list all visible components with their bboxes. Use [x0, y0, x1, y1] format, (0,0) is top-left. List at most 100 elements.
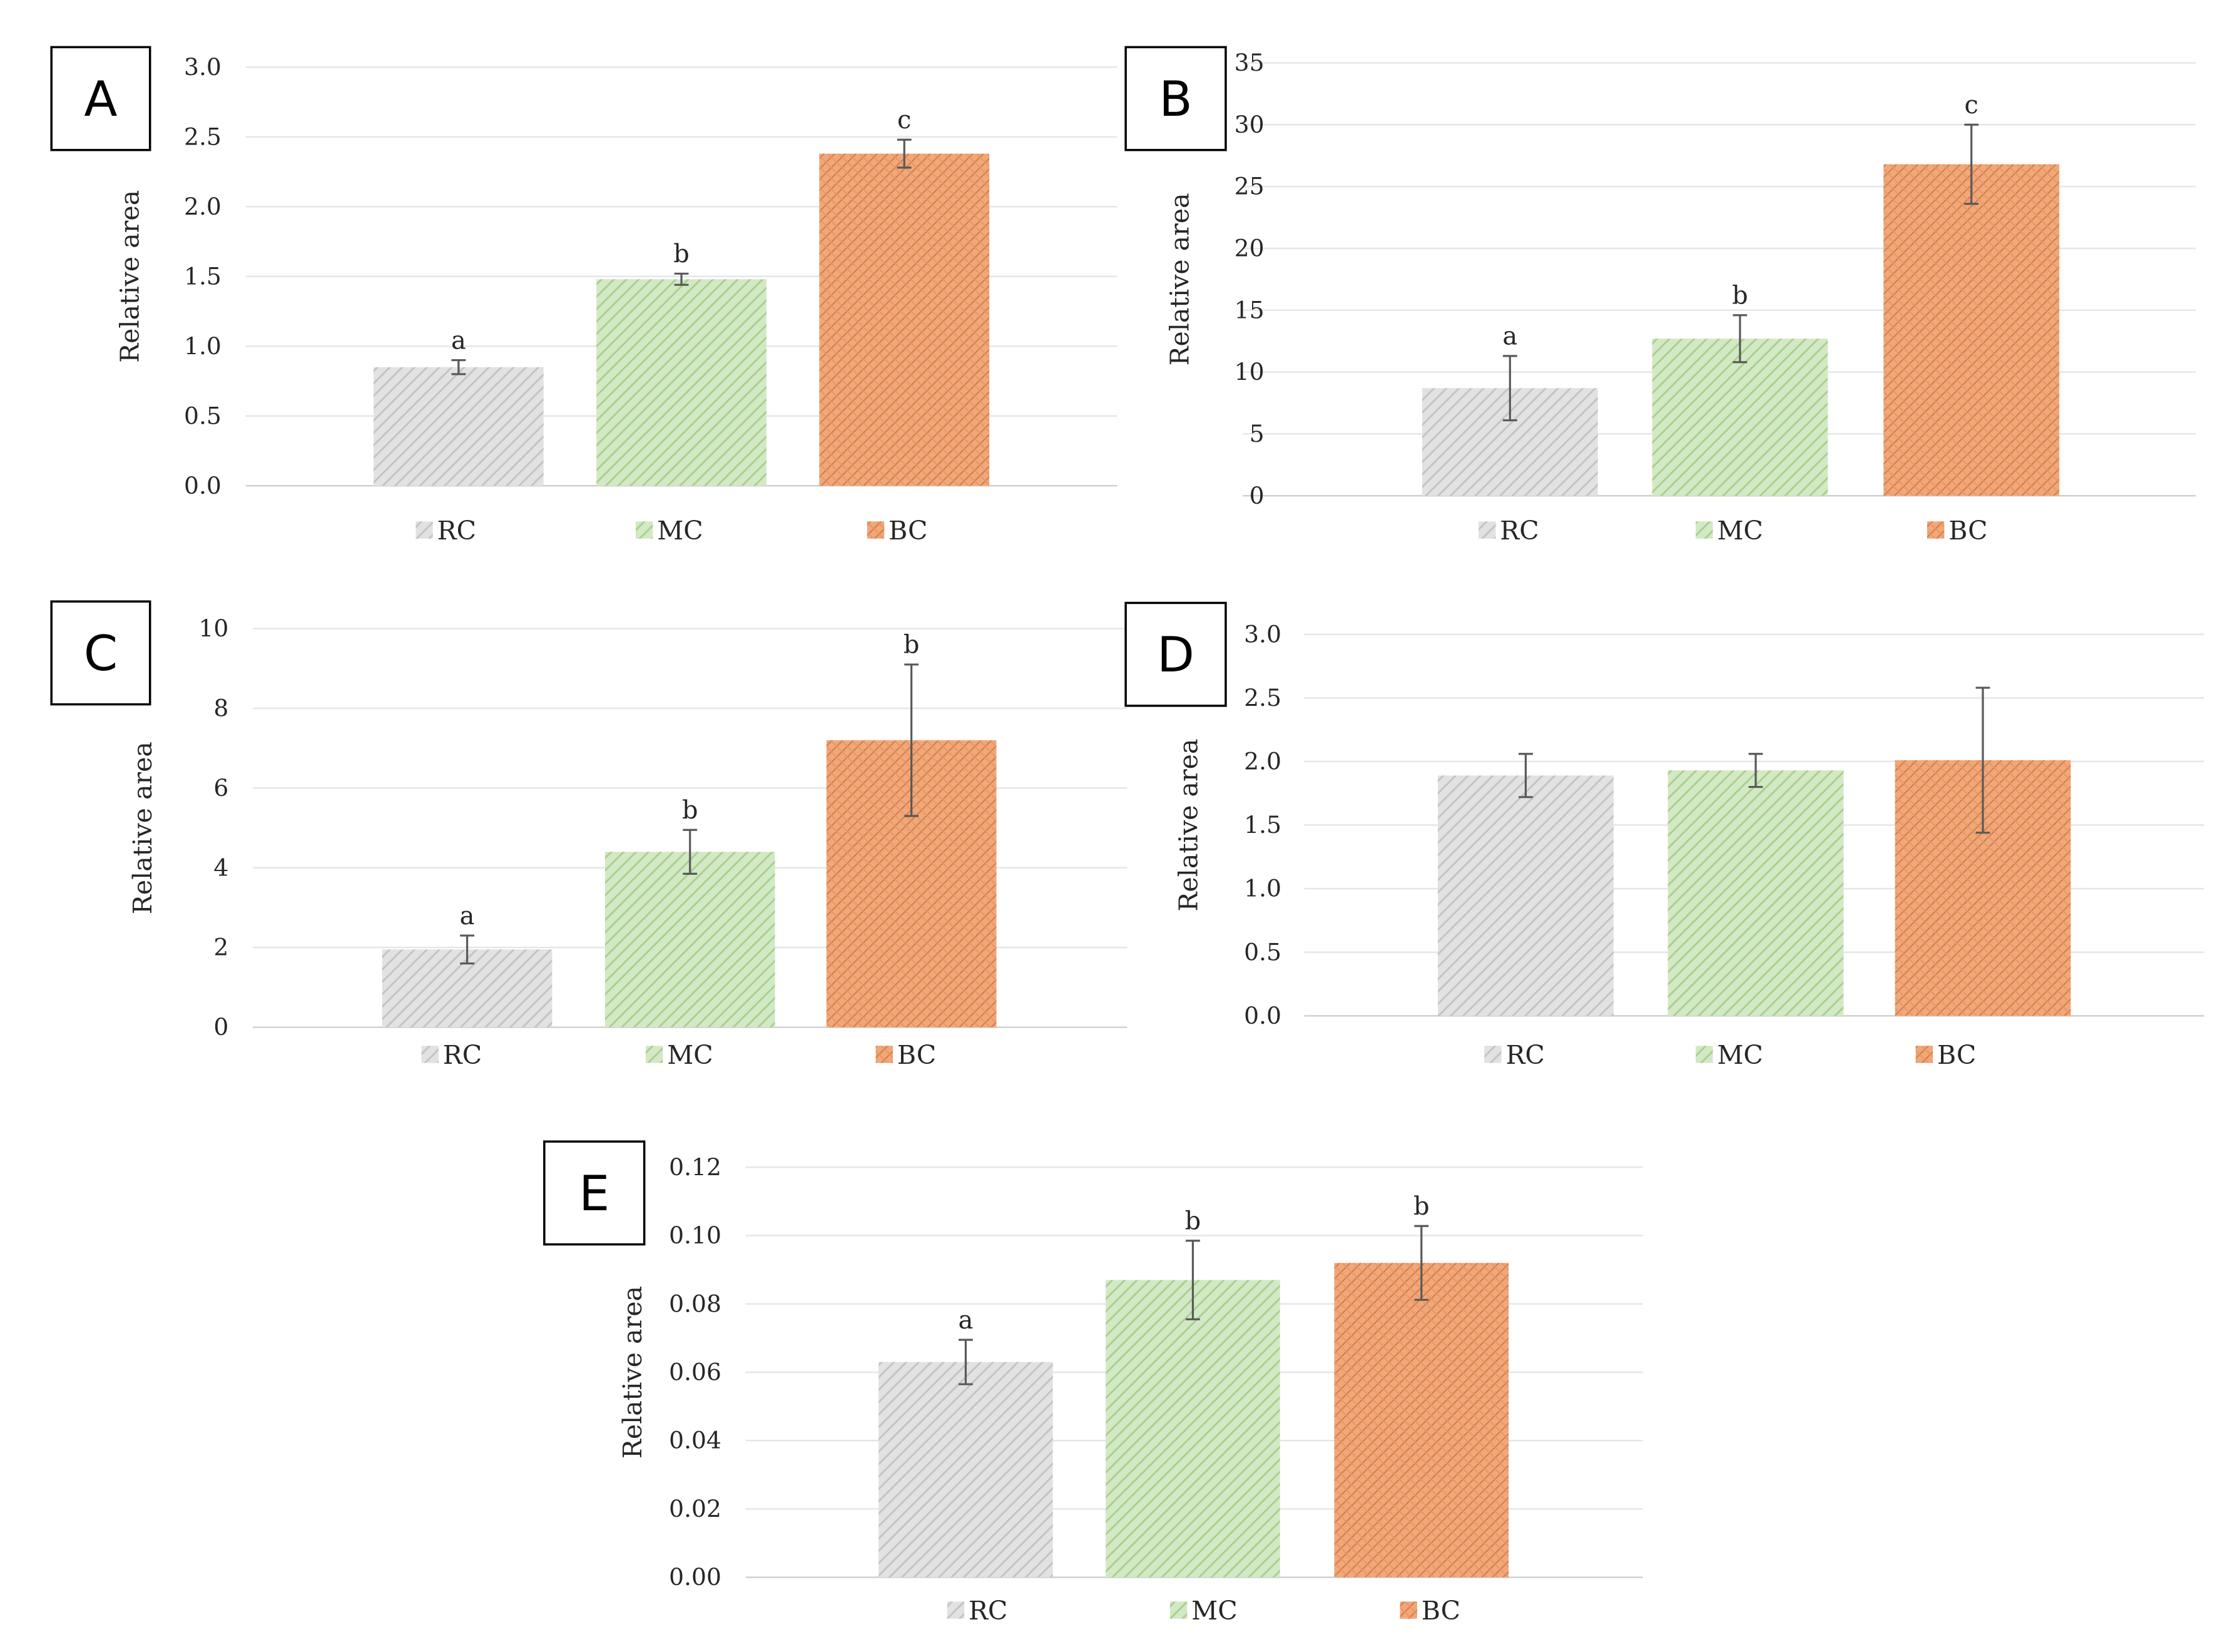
y-axis-label: Relative area: [1165, 193, 1195, 365]
y-tick-label: 25: [1235, 173, 1265, 200]
significance-letter: b: [1185, 1206, 1201, 1235]
legend-swatch-mc: [1696, 521, 1713, 539]
significance-letter: b: [1732, 281, 1748, 310]
panel-label-box: [50, 600, 151, 706]
legend-label-rc: RC: [443, 1040, 482, 1070]
panel-label: D: [1157, 627, 1194, 683]
error-bar-bc: [897, 138, 912, 169]
bar-rc: [1437, 775, 1614, 1016]
y-tick-label: 10: [198, 614, 228, 642]
legend-swatch-bc: [1400, 1601, 1417, 1619]
y-axis-label: Relative area: [115, 190, 145, 363]
y-tick-label: 0.02: [669, 1495, 721, 1522]
error-bar-bc: [1964, 123, 1979, 205]
bar-mc: [604, 852, 775, 1027]
chart-panel-e: E 0.00 0.02 0.04 0.06 0.08 0.10 0.12 Relative ar…: [543, 1140, 1643, 1626]
y-tick-label: 0.00: [669, 1563, 721, 1591]
legend-swatch-bc: [1915, 1046, 1933, 1063]
legend-swatch-rc: [1479, 521, 1496, 539]
legend-swatch-bc: [867, 521, 885, 539]
legend-label-mc: MC: [1717, 516, 1763, 546]
bar-bc: [1334, 1263, 1509, 1578]
error-bar-mc: [1748, 753, 1763, 788]
bar-bc: [819, 153, 990, 486]
chart-panel-c: C 0 2 4 6 8 10 Relative area a b b RC MC BC: [50, 600, 1128, 1070]
chart-panel-b: B 0 5 10 15 20 25 30 35 Relative area a b c RC MC BC: [1124, 46, 2196, 546]
y-axis-label: Relative area: [1173, 739, 1203, 912]
y-axis-label: Relative area: [618, 1286, 648, 1459]
y-tick-label: 20: [1235, 234, 1265, 262]
y-tick-label: 0: [213, 1013, 228, 1041]
y-tick-label: 0.5: [1244, 938, 1281, 966]
y-tick-label: 0.04: [669, 1427, 721, 1454]
bar-mc: [596, 279, 766, 486]
error-bar-rc: [1518, 753, 1533, 798]
panel-label: B: [1159, 71, 1192, 128]
y-tick-label: 35: [1235, 49, 1265, 76]
y-tick-label: 1.0: [1244, 875, 1281, 902]
legend-label-rc: RC: [969, 1596, 1007, 1626]
y-tick-label: 4: [213, 854, 228, 881]
bar-bc: [1883, 164, 2060, 496]
y-tick-label: 2.5: [184, 123, 221, 150]
legend-label-rc: RC: [437, 516, 476, 546]
legend-label-bc: BC: [1948, 516, 1987, 546]
legend-label-bc: BC: [1422, 1596, 1460, 1626]
y-tick-label: 2.0: [1244, 747, 1281, 775]
panel-label-box: [1124, 46, 1227, 151]
y-tick-label: 1.5: [184, 262, 221, 290]
y-tick-label: 0.12: [669, 1153, 721, 1181]
error-bar-bc: [904, 663, 919, 817]
error-bar-mc: [1733, 314, 1748, 364]
legend-label-mc: MC: [667, 1040, 713, 1070]
bar-rc: [878, 1362, 1053, 1578]
error-bar-rc: [958, 1338, 973, 1385]
error-bar-bc: [1414, 1225, 1429, 1301]
panel-label: C: [84, 626, 118, 682]
y-tick-label: 0.5: [184, 402, 221, 429]
legend-label-rc: RC: [1505, 1040, 1544, 1070]
legend-label-bc: BC: [897, 1040, 936, 1070]
bar-rc: [374, 367, 544, 486]
panel-label: E: [579, 1166, 609, 1222]
y-tick-label: 1.5: [1244, 811, 1281, 839]
error-bar-mc: [683, 829, 698, 875]
y-tick-label: 0.0: [184, 472, 221, 499]
panel-label-box: [543, 1140, 646, 1246]
legend-swatch-mc: [636, 521, 653, 539]
y-tick-label: 0.10: [669, 1221, 721, 1249]
legend-label-mc: MC: [1717, 1040, 1763, 1070]
panel-label: A: [84, 71, 117, 128]
legend-swatch-rc: [415, 521, 433, 539]
error-bar-rc: [451, 359, 466, 375]
legend-swatch-rc: [947, 1601, 965, 1619]
significance-letter: c: [897, 106, 911, 135]
legend-label-bc: BC: [1937, 1040, 1976, 1070]
y-tick-label: 30: [1235, 111, 1265, 138]
chart-panel-a: A 0.0 0.5 1.0 1.5 2.0 2.5 3.0 Relative area a b c RC…: [50, 46, 1118, 546]
error-bar-rc: [460, 934, 475, 965]
y-tick-label: 5: [1250, 420, 1265, 447]
bar-mc: [1652, 339, 1828, 496]
y-tick-label: 2.0: [184, 193, 221, 220]
significance-letter: a: [460, 902, 475, 931]
legend-swatch-rc: [1484, 1046, 1502, 1063]
y-tick-label: 0.08: [669, 1290, 721, 1317]
legend-label-bc: BC: [888, 516, 927, 546]
significance-letter: b: [904, 631, 920, 660]
legend-label-rc: RC: [1500, 516, 1539, 546]
panel-label-box: [1124, 601, 1227, 707]
significance-letter: b: [1413, 1192, 1430, 1221]
y-tick-label: 15: [1235, 296, 1265, 324]
error-bar-rc: [1502, 355, 1517, 422]
legend-swatch-rc: [421, 1046, 439, 1063]
legend-swatch-mc: [1169, 1601, 1188, 1619]
y-tick-label: 3.0: [1244, 620, 1281, 648]
error-bar-bc: [1975, 686, 1990, 834]
legend-swatch-mc: [1696, 1046, 1713, 1063]
legend-swatch-bc: [875, 1046, 893, 1063]
legend-swatch-bc: [1927, 521, 1945, 539]
y-tick-label: 10: [1235, 358, 1265, 385]
y-tick-label: 6: [213, 774, 228, 802]
